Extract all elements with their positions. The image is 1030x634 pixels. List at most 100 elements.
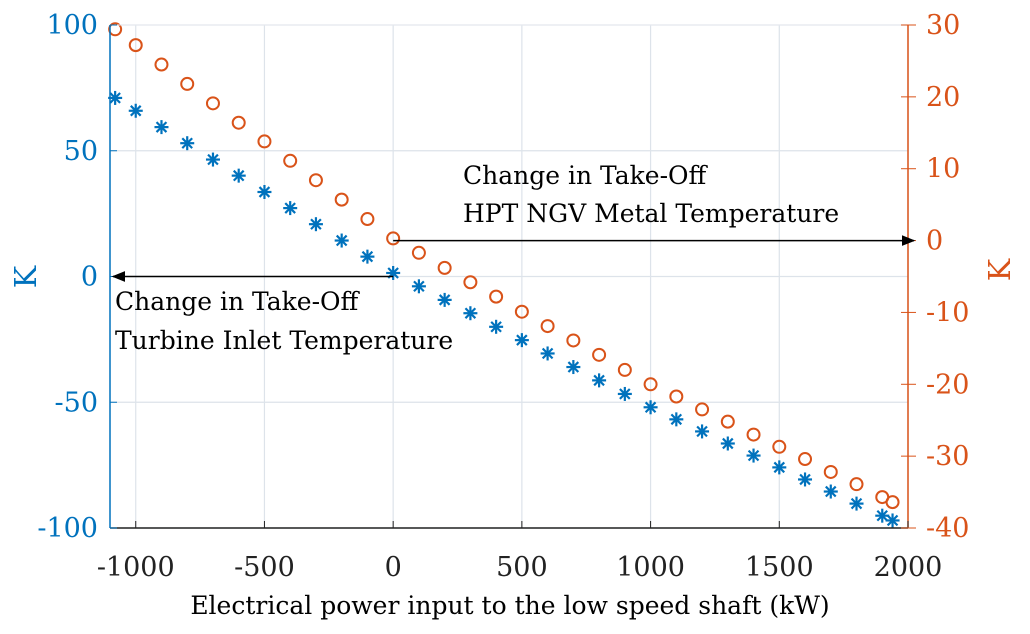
asterisk-stroke	[284, 202, 296, 214]
data-marks	[108, 22, 900, 528]
y-tick-label-right: -10	[926, 297, 969, 328]
asterisk-stroke	[644, 401, 657, 414]
data-point-ngv	[592, 347, 607, 362]
x-axis-label: Electrical power input to the low speed …	[190, 591, 829, 620]
data-point-tit	[180, 136, 195, 151]
y-tick-label-left: -50	[55, 387, 98, 418]
asterisk-stroke	[541, 347, 554, 360]
data-point-ngv	[849, 477, 864, 492]
asterisk-stroke	[593, 374, 605, 387]
asterisk-stroke	[696, 425, 708, 438]
asterisk-stroke	[670, 413, 683, 426]
data-point-ngv	[885, 495, 900, 510]
x-tick-label: 0	[385, 552, 402, 583]
data-point-ngv	[669, 389, 684, 404]
data-point-ngv	[154, 57, 169, 72]
asterisk-stroke	[155, 121, 168, 133]
data-point-ngv	[463, 275, 478, 290]
y-tick-label-right: 30	[926, 10, 960, 41]
data-point-tit	[334, 233, 349, 248]
data-point-tit	[566, 360, 581, 375]
data-point-ngv	[283, 153, 298, 168]
data-point-tit	[205, 152, 220, 167]
data-point-tit	[411, 279, 426, 294]
asterisk-stroke	[825, 485, 837, 498]
asterisk-stroke	[130, 105, 142, 117]
data-point-ngv	[231, 115, 246, 130]
data-point-tit	[283, 201, 298, 216]
asterisk-stroke	[438, 294, 451, 306]
data-point-ngv	[128, 38, 143, 53]
ngv-annotation-line1: Change in Take-Off	[463, 161, 709, 190]
data-point-ngv	[643, 377, 658, 392]
data-point-ngv	[489, 289, 504, 304]
x-tick-label: 1500	[745, 552, 814, 583]
asterisk-stroke	[886, 514, 899, 527]
x-tick-label: 2000	[874, 552, 943, 583]
data-point-tit	[885, 513, 900, 528]
data-point-ngv	[180, 76, 195, 91]
asterisk-stroke	[258, 186, 271, 198]
asterisk-stroke	[310, 218, 322, 230]
data-point-tit	[540, 346, 555, 361]
data-point-tit	[308, 217, 323, 232]
asterisk-stroke	[181, 137, 193, 149]
data-point-tit	[489, 319, 504, 334]
asterisk-stroke	[747, 449, 760, 462]
data-point-tit	[695, 424, 710, 439]
asterisk-stroke	[850, 497, 863, 510]
x-tick-label: -500	[234, 552, 295, 583]
data-point-tit	[128, 103, 143, 118]
data-point-ngv	[334, 192, 349, 207]
data-point-tit	[386, 265, 401, 280]
data-point-ngv	[566, 333, 581, 348]
asterisk-stroke	[876, 509, 888, 522]
y-axis-label-right: K	[983, 258, 1018, 281]
data-point-tit	[823, 484, 838, 499]
x-tick-label: -1000	[97, 552, 175, 583]
data-point-tit	[849, 496, 864, 511]
data-point-ngv	[108, 22, 123, 37]
data-point-ngv	[308, 173, 323, 188]
data-point-tit	[154, 120, 169, 135]
data-point-tit	[669, 412, 684, 427]
y-tick-label-right: 0	[926, 226, 943, 257]
y-tick-label-left: 50	[64, 136, 98, 167]
data-point-tit	[231, 168, 246, 183]
y-tick-label-left: 0	[81, 262, 98, 293]
data-point-tit	[514, 333, 529, 348]
asterisk-stroke	[207, 153, 219, 166]
x-tick-label: 1000	[616, 552, 685, 583]
data-point-tit	[875, 508, 890, 523]
tit-annotation-line2: Turbine Inlet Temperature	[115, 326, 453, 355]
y-tick-label-right: -30	[926, 441, 969, 472]
y-tick-label-left: 100	[46, 10, 98, 41]
data-point-ngv	[437, 260, 452, 275]
data-point-ngv	[823, 464, 838, 479]
data-point-ngv	[386, 231, 401, 246]
asterisk-stroke	[773, 461, 786, 474]
axes: -1000 -500 0 500 1000 1500 2000-100-50050100-4…	[37, 10, 969, 583]
data-point-tit	[592, 373, 607, 388]
data-point-ngv	[360, 212, 375, 227]
data-point-ngv	[746, 427, 761, 442]
ngv-annotation-line2: HPT NGV Metal Temperature	[463, 199, 839, 228]
data-point-ngv	[772, 439, 787, 454]
data-point-tit	[437, 292, 452, 307]
data-point-tit	[463, 306, 478, 321]
y-tick-label-left: -100	[37, 513, 98, 544]
y-tick-label-right: 20	[926, 82, 960, 113]
asterisk-stroke	[619, 388, 631, 400]
data-point-ngv	[514, 304, 529, 319]
data-point-ngv	[798, 452, 813, 467]
asterisk-stroke	[361, 250, 374, 263]
annotations: Change in Take-Off Turbine Inlet Tempera…	[111, 161, 916, 355]
data-point-tit	[720, 436, 735, 451]
asterisk-stroke	[109, 92, 121, 104]
data-point-ngv	[205, 96, 220, 111]
data-point-ngv	[617, 362, 632, 377]
data-point-tit	[643, 400, 658, 415]
data-point-tit	[257, 184, 272, 199]
asterisk-stroke	[516, 334, 528, 346]
